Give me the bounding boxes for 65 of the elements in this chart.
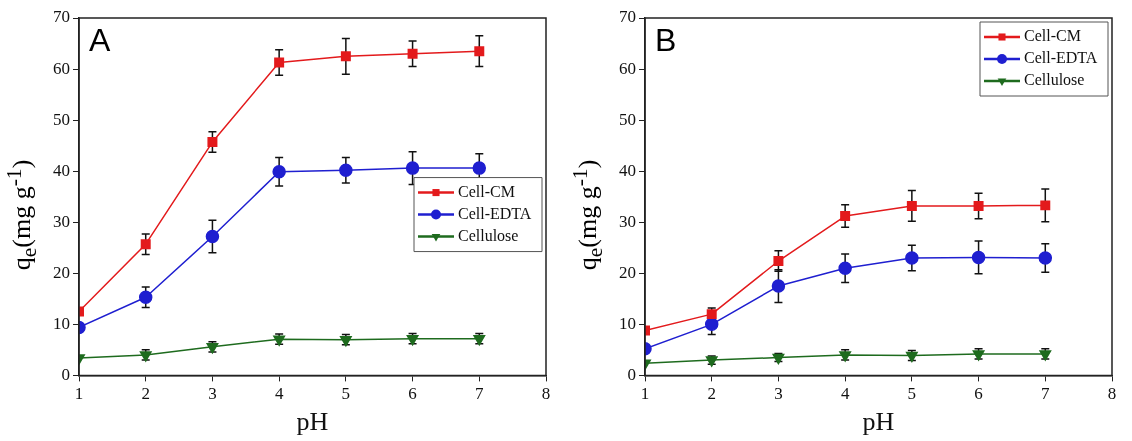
x-tick-label: 6 (408, 384, 417, 404)
point (704, 317, 719, 332)
point (973, 200, 984, 211)
legend-label: Cell-CM (458, 182, 515, 200)
point (140, 239, 151, 250)
x-tick-label: 2 (141, 384, 150, 404)
x-tick-label: 1 (74, 384, 84, 404)
point (272, 164, 286, 179)
point (472, 161, 487, 175)
x-tick-label: 1 (640, 384, 650, 404)
y-tick-label: 20 (53, 262, 70, 282)
y-tick-label: 30 (619, 211, 636, 231)
legend-label: Cellulose (1024, 71, 1085, 89)
x-tick-label: 7 (1041, 384, 1051, 404)
y-tick-label: 70 (619, 7, 636, 27)
x-tick-label: 8 (1107, 384, 1117, 404)
y-tick-label: 40 (619, 160, 636, 180)
point (1038, 251, 1053, 265)
point (274, 57, 285, 68)
point (971, 250, 986, 265)
y-tick-label: 40 (53, 160, 70, 180)
annotation: B (655, 21, 677, 58)
y-tick-label: 10 (619, 313, 636, 333)
x-tick-label: 6 (974, 384, 983, 404)
legend-label: Cell-EDTA (1024, 49, 1098, 67)
point (771, 279, 786, 293)
y-tick-label: 50 (619, 109, 636, 129)
point (339, 163, 353, 177)
y-tick-label: 50 (53, 109, 70, 129)
x-tick-label: 2 (707, 384, 716, 404)
x-tick-label: 5 (907, 384, 917, 404)
point (838, 261, 852, 275)
point (407, 48, 418, 59)
y-tick-label: 10 (53, 313, 70, 333)
x-tick-label: 4 (840, 384, 850, 404)
point (405, 161, 420, 175)
y-tick-label: 0 (627, 364, 636, 384)
point (906, 200, 917, 211)
legend-label: Cell-EDTA (458, 204, 532, 222)
annotation: A (89, 21, 111, 58)
x-tick-label: 5 (341, 384, 351, 404)
x-tick-label: 7 (475, 384, 485, 404)
y-tick-label: 60 (53, 58, 70, 78)
y-tick-label: 30 (53, 211, 70, 231)
point (1040, 200, 1051, 211)
x-tick-label: 3 (208, 384, 217, 404)
legend-label: Cell-CM (1024, 27, 1081, 45)
point (138, 290, 153, 305)
point (340, 51, 351, 62)
x-axis-title: pH (862, 407, 895, 437)
point (205, 229, 220, 244)
x-axis-title: pH (296, 407, 329, 437)
point (207, 137, 218, 148)
y-tick-label: 60 (619, 58, 636, 78)
point (905, 251, 919, 265)
point (773, 256, 784, 267)
y-tick-label: 0 (61, 364, 70, 384)
y-tick-label: 20 (619, 262, 636, 282)
x-tick-label: 3 (774, 384, 783, 404)
y-tick-label: 70 (53, 7, 70, 27)
x-tick-label: 8 (541, 384, 551, 404)
point (840, 211, 851, 222)
x-tick-label: 4 (274, 384, 284, 404)
point (474, 46, 485, 57)
legend-label: Cellulose (458, 226, 519, 244)
